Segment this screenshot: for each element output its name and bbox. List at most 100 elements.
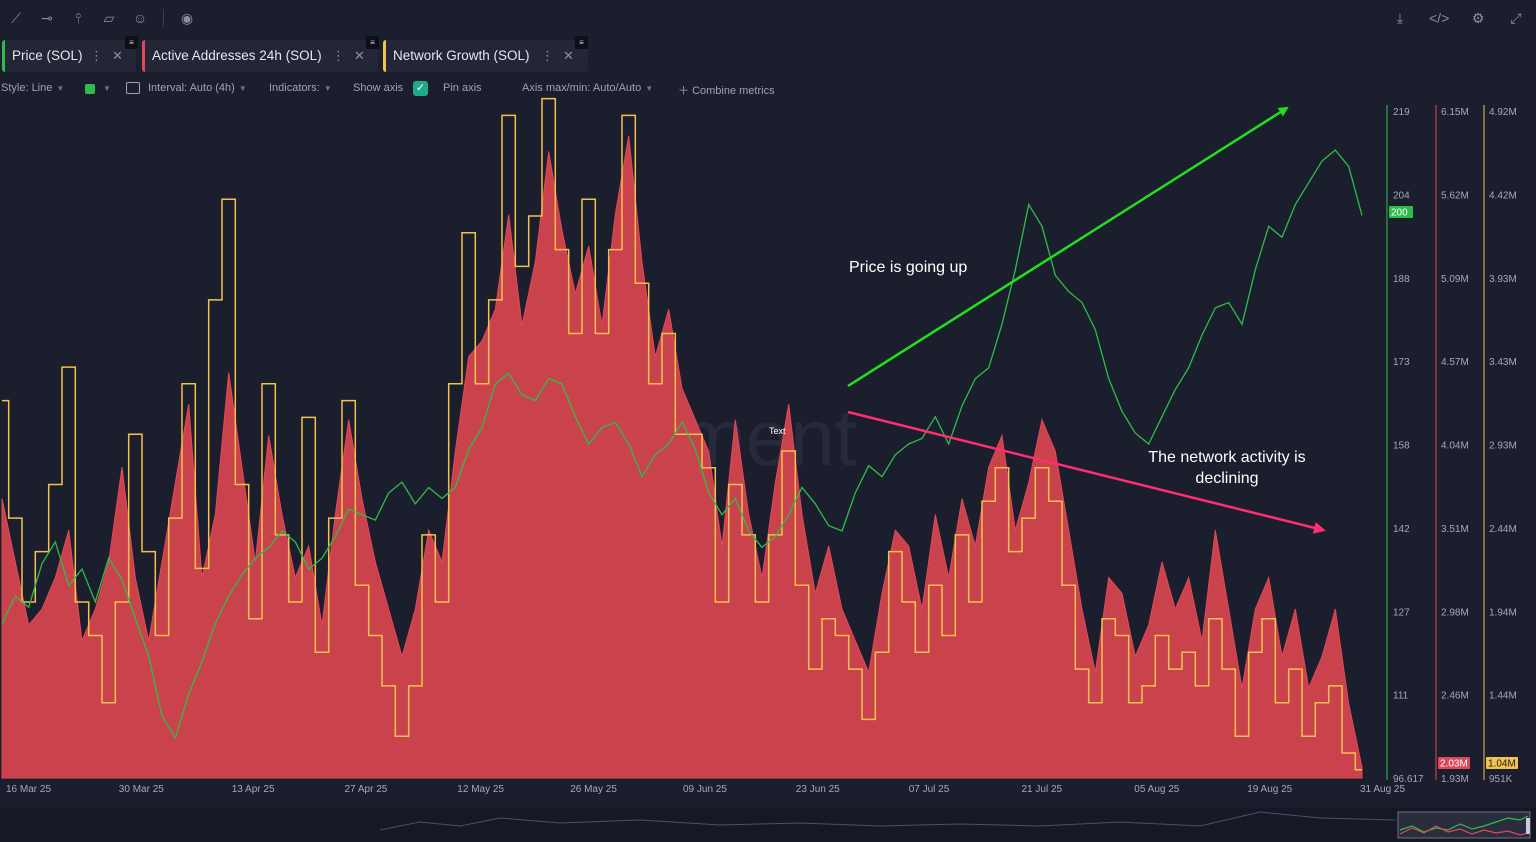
text-marker: Text [769, 426, 786, 436]
x-tick-label: 12 May 25 [457, 784, 504, 795]
trend-line-icon[interactable]: ⟋ [11, 10, 21, 26]
x-tick-label: 16 Mar 25 [6, 784, 51, 795]
pin-axis-toggle[interactable]: Pin axis [443, 82, 482, 94]
more-options-icon[interactable]: ⋮ [332, 48, 345, 63]
x-tick-label: 21 Jul 25 [1022, 784, 1063, 795]
tab-active-addresses[interactable]: Active Addresses 24h (SOL) ⋮ ✕ ≡ [142, 36, 379, 72]
vertical-line-icon[interactable]: ⫯ [74, 10, 82, 26]
style-label: Style: Line [1, 82, 53, 94]
horizontal-line-icon[interactable]: ⊸ [41, 10, 53, 26]
download-icon[interactable]: ⤓ [1396, 10, 1404, 26]
tab-network-growth[interactable]: Network Growth (SOL) ⋮ ✕ ≡ [383, 36, 588, 72]
solana-icon: ≡ [575, 36, 588, 49]
chevron-down-icon: ▼ [103, 84, 111, 93]
emoji-icon[interactable]: ☺ [132, 10, 148, 26]
x-tick-label: 05 Aug 25 [1134, 784, 1179, 795]
embed-code-icon[interactable]: </> [1429, 10, 1450, 26]
interval-dropdown[interactable]: Interval: Auto (4h) ▼ [148, 82, 247, 94]
calendar-icon [126, 82, 140, 94]
annotation-price-up: Price is going up [849, 259, 967, 276]
current-value-label: 2.03M [1440, 759, 1468, 770]
fullscreen-icon[interactable]: ⤢ [1510, 10, 1522, 26]
price-series [1, 149, 1363, 740]
axis-tick-label: 219 [1393, 107, 1410, 118]
active-addresses-series [1, 135, 1363, 779]
more-options-icon[interactable]: ⋮ [90, 48, 103, 63]
current-value-badge [1389, 206, 1413, 218]
eye-icon[interactable]: ◉ [180, 10, 194, 26]
navigator-window[interactable] [1397, 811, 1531, 839]
navigator-aa-line [1399, 825, 1529, 836]
annotation-network-line1: The network activity is [1148, 449, 1305, 466]
tab-label: Price (SOL) [12, 48, 83, 63]
axis-tick-label: 3.43M [1489, 357, 1517, 368]
network-growth-line [2, 97, 1362, 771]
tab-price-sol[interactable]: Price (SOL) ⋮ ✕ ≡ [2, 36, 138, 72]
axis-tick-label: 1.94M [1489, 607, 1517, 618]
x-tick-label: 07 Jul 25 [909, 784, 950, 795]
top-toolbar: ⟋ ⊸ ⫯ ▱ ☺ ◉ ⤓ </> ⚙ ⤢ [0, 0, 1536, 36]
axis-tick-label: 2.93M [1489, 441, 1517, 452]
x-tick-label: 09 Jun 25 [683, 784, 727, 795]
x-tick-label: 23 Jun 25 [796, 784, 840, 795]
style-dropdown[interactable]: Style: Line ▼ [1, 82, 64, 94]
uptrend-arrow [847, 106, 1289, 388]
current-value-label: 1.04M [1488, 759, 1516, 770]
indicators-label: Indicators: [269, 82, 320, 94]
axis-tick-label: 5.09M [1441, 274, 1469, 285]
axis-tick-label: 173 [1393, 357, 1410, 368]
x-tick-label: 19 Aug 25 [1247, 784, 1292, 795]
tab-color-bar [142, 40, 145, 72]
axis-tick-label: 2.44M [1489, 524, 1517, 535]
combine-metrics-button[interactable]: ＋ Combine metrics [678, 85, 775, 97]
navigator-price-line [1399, 815, 1529, 833]
network-growth-series [2, 97, 1362, 771]
navigator-strip[interactable] [0, 808, 1536, 842]
current-value-label: 200 [1391, 208, 1408, 219]
close-icon[interactable]: ✕ [563, 48, 574, 63]
tab-label: Active Addresses 24h (SOL) [152, 48, 322, 63]
color-swatch[interactable] [85, 84, 95, 94]
axis-tick-label: 188 [1393, 274, 1410, 285]
axis-maxmin-label: Axis max/min: Auto/Auto [522, 82, 642, 94]
indicators-dropdown[interactable]: Indicators: ▼ [269, 82, 332, 94]
axis-tick-label: 111 [1393, 691, 1409, 702]
chevron-down-icon: ▼ [238, 84, 247, 93]
show-axis-label: Show axis [353, 82, 404, 94]
close-icon[interactable]: ✕ [112, 48, 123, 63]
x-tick-label: 27 Apr 25 [345, 784, 388, 795]
navigator-handle[interactable] [1526, 818, 1530, 834]
x-axis: 16 Mar 25 30 Mar 25 13 Apr 25 27 Apr 25 12 M… [6, 784, 1405, 795]
tab-color-bar [383, 40, 386, 72]
note-icon[interactable]: ▱ [103, 10, 115, 26]
more-options-icon[interactable]: ⋮ [541, 48, 554, 63]
current-value-badge [1438, 757, 1470, 769]
right-axes: 219 204 188 173 158 142 127 111 96.617 6.15M 5.62M… [1389, 107, 1518, 785]
tab-label: Network Growth (SOL) [393, 48, 530, 63]
chevron-down-icon: ▼ [56, 84, 65, 93]
x-tick-label: 26 May 25 [570, 784, 617, 795]
axis-tick-label: 2.46M [1441, 691, 1469, 702]
axis-tick-label: 142 [1393, 524, 1410, 535]
annotation-network-line2: declining [1195, 470, 1258, 487]
axis-tick-label: 127 [1393, 607, 1410, 618]
axis-tick-label: 3.93M [1489, 274, 1517, 285]
color-dropdown-chevron[interactable]: ▼ [99, 82, 111, 94]
axis-tick-label: 2.98M [1441, 607, 1469, 618]
axis-tick-label: 96.617 [1393, 774, 1424, 785]
axis-tick-label: 4.57M [1441, 357, 1469, 368]
axis-tick-label: 204 [1393, 190, 1410, 201]
axis-maxmin-dropdown[interactable]: Axis max/min: Auto/Auto ▼ [522, 82, 653, 94]
solana-icon: ≡ [366, 36, 379, 49]
axis-tick-label: 158 [1393, 441, 1410, 452]
settings-icon[interactable]: ⚙ [1471, 10, 1485, 26]
axis-tick-label: 1.93M [1441, 774, 1469, 785]
axis-tick-label: 4.92M [1489, 107, 1517, 118]
x-tick-label: 13 Apr 25 [232, 784, 275, 795]
axis-tick-label: 4.04M [1441, 441, 1469, 452]
show-axis-checkbox[interactable]: ✓ [413, 81, 428, 96]
axis-tick-label: 6.15M [1441, 107, 1469, 118]
interval-label: Interval: Auto (4h) [148, 82, 235, 94]
close-icon[interactable]: ✕ [354, 48, 365, 63]
